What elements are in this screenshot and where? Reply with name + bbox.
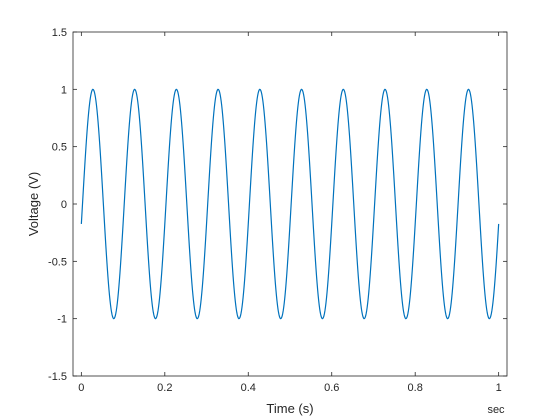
x-tick-label: 1 xyxy=(496,382,502,394)
y-axis-label: Voltage (V) xyxy=(26,172,41,236)
voltage-series-line xyxy=(80,88,500,320)
x-axis-unit-label: sec xyxy=(487,404,505,416)
x-tick-label: 0 xyxy=(78,382,84,394)
x-tick-label: 0.6 xyxy=(324,382,339,394)
y-tick-label: -1 xyxy=(57,314,67,326)
x-tick-label: 0.8 xyxy=(408,382,423,394)
y-tick-label: 0.5 xyxy=(52,142,67,154)
x-tick-label: 0.2 xyxy=(157,382,172,394)
y-axis: -1.5 -1 -0.5 0 0.5 1 1.5 xyxy=(48,27,507,383)
y-tick-label: 1.5 xyxy=(52,27,67,39)
y-tick-label: 0 xyxy=(61,199,67,211)
x-tick-label: 0.4 xyxy=(241,382,256,394)
x-axis-label: Time (s) xyxy=(266,401,313,416)
x-axis: 0 0.2 0.4 0.6 0.8 1 xyxy=(78,32,502,394)
y-tick-label: 1 xyxy=(61,84,67,96)
y-tick-label: -0.5 xyxy=(48,256,67,268)
y-tick-label: -1.5 xyxy=(48,371,67,383)
plot-area xyxy=(72,31,508,377)
